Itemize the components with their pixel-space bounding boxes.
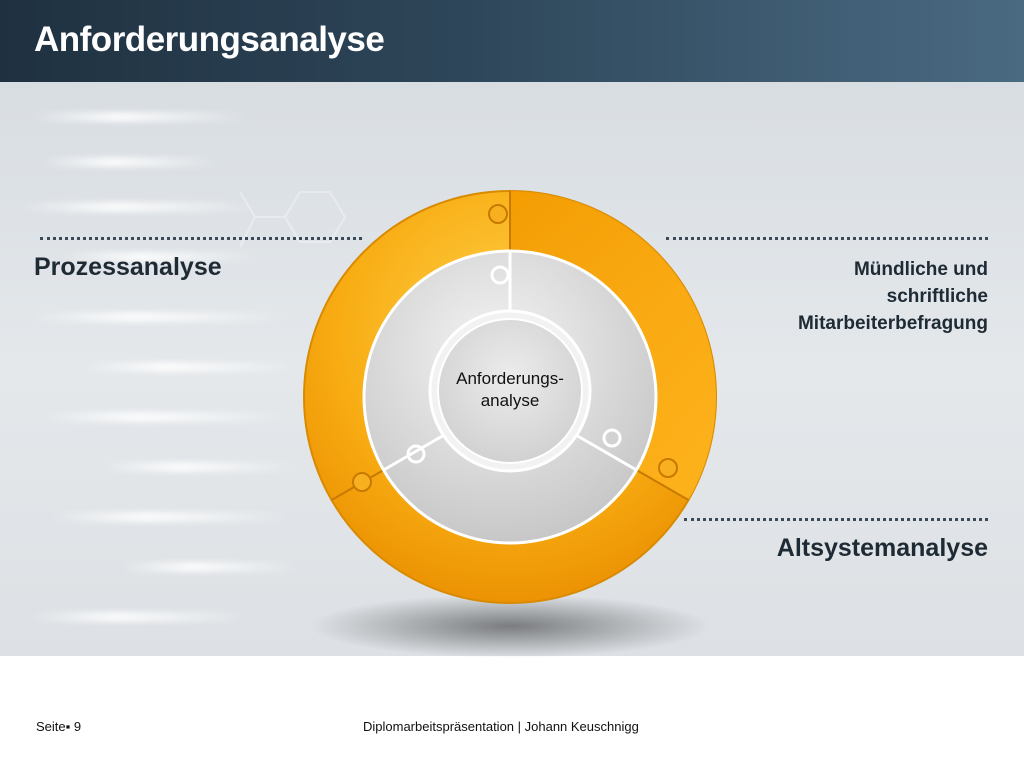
background-streak bbox=[30, 312, 290, 322]
label-prozessanalyse: Prozessanalyse bbox=[34, 253, 222, 281]
center-label-line2: analyse bbox=[480, 391, 540, 410]
segment-divider bbox=[635, 469, 689, 501]
footer-text: Diplomarbeitspräsentation | Johann Keusc… bbox=[363, 719, 639, 734]
segment-divider bbox=[575, 434, 638, 472]
page-label: Seite bbox=[36, 719, 66, 734]
connector-line-left bbox=[40, 237, 362, 240]
label-line: Mündliche und bbox=[853, 259, 988, 280]
background-streak bbox=[120, 562, 300, 572]
connector-line-right-top bbox=[666, 237, 988, 240]
page-number: Seite▪ 9 bbox=[36, 719, 81, 734]
center-label-line1: Anforderungs- bbox=[456, 369, 564, 388]
diagram-shadow bbox=[310, 594, 710, 658]
molecule-watermark bbox=[239, 191, 347, 248]
label-mitarbeiterbefragung: Mündliche und schriftliche Mitarbeiterbe… bbox=[798, 256, 988, 337]
label-line: schriftliche bbox=[886, 286, 988, 307]
background-streak bbox=[40, 157, 220, 167]
outer-ring-segment-right bbox=[510, 191, 716, 500]
puzzle-ring-diagram bbox=[303, 190, 717, 658]
bullet-icon: ▪ bbox=[65, 719, 74, 734]
background-streak bbox=[80, 362, 300, 372]
puzzle-knob bbox=[658, 458, 678, 478]
page-number-value: 9 bbox=[73, 719, 82, 734]
puzzle-knob bbox=[602, 428, 622, 448]
puzzle-knob bbox=[352, 472, 372, 492]
title-bar: Anforderungsanalyse bbox=[0, 0, 1024, 82]
puzzle-knob bbox=[490, 265, 510, 285]
puzzle-knob bbox=[406, 444, 426, 464]
label-line: Mitarbeiterbefragung bbox=[797, 313, 988, 334]
segment-divider bbox=[382, 434, 445, 472]
background-streak bbox=[40, 412, 290, 422]
label-altsystemanalyse: Altsystemanalyse bbox=[776, 534, 988, 562]
background-streak bbox=[60, 252, 260, 262]
background-streak bbox=[30, 612, 250, 622]
page-title: Anforderungsanalyse bbox=[34, 20, 385, 59]
background-streak bbox=[20, 202, 260, 212]
center-label: Anforderungs- analyse bbox=[440, 368, 580, 412]
background-streak bbox=[100, 462, 300, 472]
connector-line-right-bottom bbox=[684, 518, 988, 521]
background-streak bbox=[30, 112, 250, 122]
center-disc-inner bbox=[437, 318, 583, 464]
background-streak bbox=[50, 512, 290, 522]
puzzle-knob bbox=[488, 204, 508, 224]
